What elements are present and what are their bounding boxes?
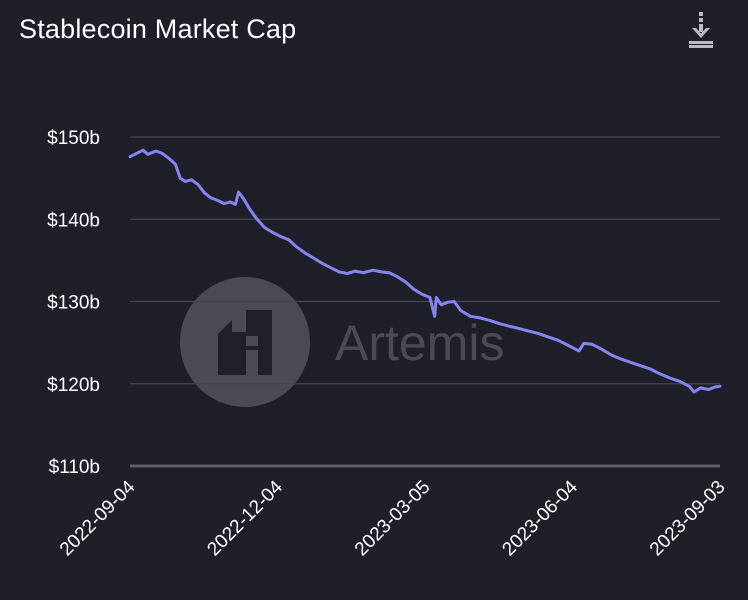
download-button[interactable] (686, 10, 716, 50)
x-tick-label: 2023-09-03 (646, 477, 730, 561)
y-tick-label: $140b (47, 210, 100, 231)
series-line (128, 148, 722, 394)
x-tick-label: 2023-06-04 (498, 476, 582, 560)
download-icon (689, 12, 713, 48)
watermark-logo-icon (218, 310, 272, 375)
y-tick-label: $110b (49, 457, 100, 478)
x-tick-label: 2022-12-04 (203, 476, 287, 560)
x-tick-label: 2022-09-04 (56, 476, 140, 560)
x-tick-label: 2023-03-05 (351, 477, 435, 561)
y-tick-label: $130b (47, 293, 100, 314)
y-tick-label: $150b (47, 128, 100, 149)
chart-title: Stablecoin Market Cap (19, 14, 297, 44)
y-tick-label: $120b (47, 375, 100, 396)
artemis-watermark: Artemis (180, 277, 504, 407)
watermark-text: Artemis (335, 315, 504, 371)
